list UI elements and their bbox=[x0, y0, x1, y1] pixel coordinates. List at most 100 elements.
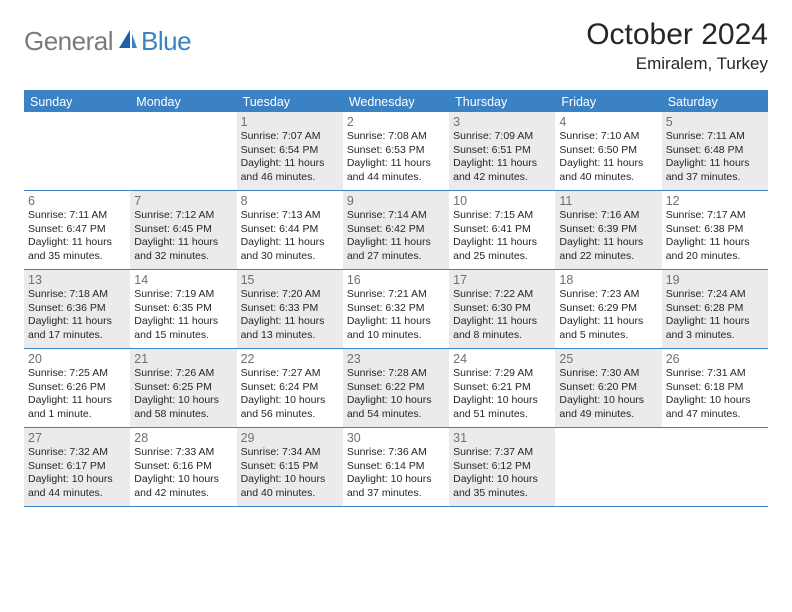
weekday-header: Saturday bbox=[662, 92, 768, 112]
daylight-line: Daylight: 10 hours and 44 minutes. bbox=[28, 473, 126, 500]
sunrise-line: Sunrise: 7:26 AM bbox=[134, 367, 232, 381]
daylight-line: Daylight: 11 hours and 27 minutes. bbox=[347, 236, 445, 263]
sunset-line: Sunset: 6:32 PM bbox=[347, 302, 445, 316]
day-number: 28 bbox=[134, 431, 232, 445]
page-title: October 2024 bbox=[586, 18, 768, 52]
calendar-week: 6Sunrise: 7:11 AMSunset: 6:47 PMDaylight… bbox=[24, 191, 768, 270]
calendar-day-empty bbox=[130, 112, 236, 190]
sunset-line: Sunset: 6:42 PM bbox=[347, 223, 445, 237]
sunrise-line: Sunrise: 7:37 AM bbox=[453, 446, 551, 460]
sunset-line: Sunset: 6:39 PM bbox=[559, 223, 657, 237]
calendar-day: 24Sunrise: 7:29 AMSunset: 6:21 PMDayligh… bbox=[449, 349, 555, 427]
sunset-line: Sunset: 6:14 PM bbox=[347, 460, 445, 474]
calendar-week: 20Sunrise: 7:25 AMSunset: 6:26 PMDayligh… bbox=[24, 349, 768, 428]
sunrise-line: Sunrise: 7:18 AM bbox=[28, 288, 126, 302]
calendar-day: 10Sunrise: 7:15 AMSunset: 6:41 PMDayligh… bbox=[449, 191, 555, 269]
sunrise-line: Sunrise: 7:17 AM bbox=[666, 209, 764, 223]
daylight-line: Daylight: 11 hours and 44 minutes. bbox=[347, 157, 445, 184]
sunset-line: Sunset: 6:36 PM bbox=[28, 302, 126, 316]
daylight-line: Daylight: 11 hours and 25 minutes. bbox=[453, 236, 551, 263]
calendar-day: 21Sunrise: 7:26 AMSunset: 6:25 PMDayligh… bbox=[130, 349, 236, 427]
daylight-line: Daylight: 11 hours and 20 minutes. bbox=[666, 236, 764, 263]
daylight-line: Daylight: 11 hours and 35 minutes. bbox=[28, 236, 126, 263]
weekday-header: Wednesday bbox=[343, 92, 449, 112]
calendar-day: 20Sunrise: 7:25 AMSunset: 6:26 PMDayligh… bbox=[24, 349, 130, 427]
calendar-day-empty bbox=[555, 428, 661, 506]
calendar-day: 16Sunrise: 7:21 AMSunset: 6:32 PMDayligh… bbox=[343, 270, 449, 348]
calendar-day: 18Sunrise: 7:23 AMSunset: 6:29 PMDayligh… bbox=[555, 270, 661, 348]
weekday-header: Friday bbox=[555, 92, 661, 112]
daylight-line: Daylight: 11 hours and 5 minutes. bbox=[559, 315, 657, 342]
sunrise-line: Sunrise: 7:14 AM bbox=[347, 209, 445, 223]
daylight-line: Daylight: 11 hours and 10 minutes. bbox=[347, 315, 445, 342]
calendar-day-empty bbox=[24, 112, 130, 190]
sunrise-line: Sunrise: 7:23 AM bbox=[559, 288, 657, 302]
header: General Blue October 2024 Emiralem, Turk… bbox=[24, 18, 768, 74]
calendar-day: 9Sunrise: 7:14 AMSunset: 6:42 PMDaylight… bbox=[343, 191, 449, 269]
sunrise-line: Sunrise: 7:22 AM bbox=[453, 288, 551, 302]
day-number: 19 bbox=[666, 273, 764, 287]
daylight-line: Daylight: 10 hours and 47 minutes. bbox=[666, 394, 764, 421]
sunset-line: Sunset: 6:50 PM bbox=[559, 144, 657, 158]
day-number: 8 bbox=[241, 194, 339, 208]
daylight-line: Daylight: 11 hours and 32 minutes. bbox=[134, 236, 232, 263]
weekday-header-row: SundayMondayTuesdayWednesdayThursdayFrid… bbox=[24, 92, 768, 112]
day-number: 24 bbox=[453, 352, 551, 366]
daylight-line: Daylight: 11 hours and 37 minutes. bbox=[666, 157, 764, 184]
calendar-day: 11Sunrise: 7:16 AMSunset: 6:39 PMDayligh… bbox=[555, 191, 661, 269]
sunset-line: Sunset: 6:16 PM bbox=[134, 460, 232, 474]
day-number: 13 bbox=[28, 273, 126, 287]
calendar-day: 14Sunrise: 7:19 AMSunset: 6:35 PMDayligh… bbox=[130, 270, 236, 348]
calendar-day: 8Sunrise: 7:13 AMSunset: 6:44 PMDaylight… bbox=[237, 191, 343, 269]
calendar-day: 29Sunrise: 7:34 AMSunset: 6:15 PMDayligh… bbox=[237, 428, 343, 506]
sunset-line: Sunset: 6:17 PM bbox=[28, 460, 126, 474]
sunset-line: Sunset: 6:20 PM bbox=[559, 381, 657, 395]
day-number: 4 bbox=[559, 115, 657, 129]
daylight-line: Daylight: 11 hours and 17 minutes. bbox=[28, 315, 126, 342]
day-number: 9 bbox=[347, 194, 445, 208]
sunrise-line: Sunrise: 7:27 AM bbox=[241, 367, 339, 381]
sunrise-line: Sunrise: 7:09 AM bbox=[453, 130, 551, 144]
day-number: 7 bbox=[134, 194, 232, 208]
calendar-day: 13Sunrise: 7:18 AMSunset: 6:36 PMDayligh… bbox=[24, 270, 130, 348]
calendar-day: 2Sunrise: 7:08 AMSunset: 6:53 PMDaylight… bbox=[343, 112, 449, 190]
calendar-day: 12Sunrise: 7:17 AMSunset: 6:38 PMDayligh… bbox=[662, 191, 768, 269]
calendar-day: 3Sunrise: 7:09 AMSunset: 6:51 PMDaylight… bbox=[449, 112, 555, 190]
sunrise-line: Sunrise: 7:19 AM bbox=[134, 288, 232, 302]
daylight-line: Daylight: 11 hours and 3 minutes. bbox=[666, 315, 764, 342]
day-number: 2 bbox=[347, 115, 445, 129]
daylight-line: Daylight: 11 hours and 8 minutes. bbox=[453, 315, 551, 342]
sunrise-line: Sunrise: 7:07 AM bbox=[241, 130, 339, 144]
daylight-line: Daylight: 10 hours and 35 minutes. bbox=[453, 473, 551, 500]
sunset-line: Sunset: 6:21 PM bbox=[453, 381, 551, 395]
sunset-line: Sunset: 6:26 PM bbox=[28, 381, 126, 395]
daylight-line: Daylight: 10 hours and 58 minutes. bbox=[134, 394, 232, 421]
sunset-line: Sunset: 6:33 PM bbox=[241, 302, 339, 316]
calendar-day: 31Sunrise: 7:37 AMSunset: 6:12 PMDayligh… bbox=[449, 428, 555, 506]
sunset-line: Sunset: 6:38 PM bbox=[666, 223, 764, 237]
calendar-day: 17Sunrise: 7:22 AMSunset: 6:30 PMDayligh… bbox=[449, 270, 555, 348]
sunrise-line: Sunrise: 7:08 AM bbox=[347, 130, 445, 144]
sunset-line: Sunset: 6:45 PM bbox=[134, 223, 232, 237]
sunset-line: Sunset: 6:29 PM bbox=[559, 302, 657, 316]
calendar-day: 1Sunrise: 7:07 AMSunset: 6:54 PMDaylight… bbox=[237, 112, 343, 190]
weekday-header: Monday bbox=[130, 92, 236, 112]
sunrise-line: Sunrise: 7:10 AM bbox=[559, 130, 657, 144]
sunrise-line: Sunrise: 7:29 AM bbox=[453, 367, 551, 381]
day-number: 14 bbox=[134, 273, 232, 287]
day-number: 21 bbox=[134, 352, 232, 366]
sunrise-line: Sunrise: 7:24 AM bbox=[666, 288, 764, 302]
sunset-line: Sunset: 6:35 PM bbox=[134, 302, 232, 316]
calendar-day: 27Sunrise: 7:32 AMSunset: 6:17 PMDayligh… bbox=[24, 428, 130, 506]
daylight-line: Daylight: 11 hours and 15 minutes. bbox=[134, 315, 232, 342]
sunset-line: Sunset: 6:24 PM bbox=[241, 381, 339, 395]
day-number: 31 bbox=[453, 431, 551, 445]
daylight-line: Daylight: 10 hours and 37 minutes. bbox=[347, 473, 445, 500]
daylight-line: Daylight: 10 hours and 40 minutes. bbox=[241, 473, 339, 500]
sunset-line: Sunset: 6:22 PM bbox=[347, 381, 445, 395]
calendar-day: 4Sunrise: 7:10 AMSunset: 6:50 PMDaylight… bbox=[555, 112, 661, 190]
sunset-line: Sunset: 6:25 PM bbox=[134, 381, 232, 395]
day-number: 22 bbox=[241, 352, 339, 366]
calendar-day: 23Sunrise: 7:28 AMSunset: 6:22 PMDayligh… bbox=[343, 349, 449, 427]
calendar: SundayMondayTuesdayWednesdayThursdayFrid… bbox=[24, 90, 768, 507]
